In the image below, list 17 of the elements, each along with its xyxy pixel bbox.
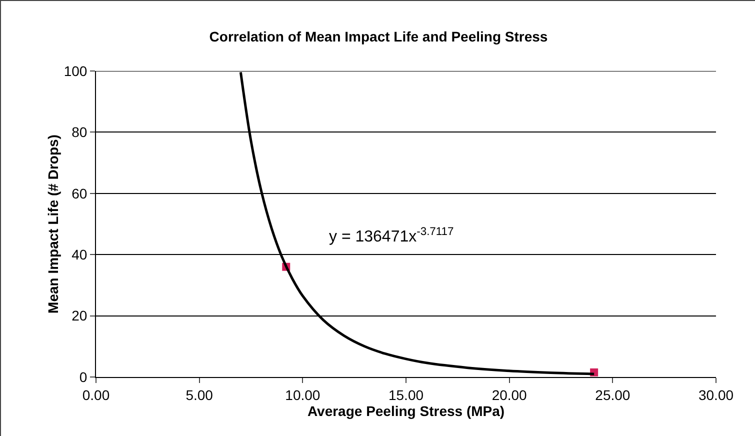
x-tick-label: 5.00 — [186, 386, 214, 403]
y-tick-label: 0 — [79, 368, 88, 385]
x-tick-label: 0.00 — [82, 386, 110, 403]
y-tick-label: 20 — [72, 308, 88, 324]
y-tick-label: 60 — [72, 185, 88, 202]
y-tick-label: 80 — [72, 124, 88, 140]
x-tick-label: 25.00 — [595, 386, 630, 403]
x-tick-label: 10.00 — [285, 386, 320, 403]
y-tick-label: 100 — [64, 62, 88, 79]
x-axis-title: Average Peeling Stress (MPa) — [307, 403, 505, 420]
y-tick-label: 40 — [72, 246, 88, 262]
x-tick-label: 15.00 — [388, 386, 424, 403]
annotation: y = 136471x$^{-3.7117}$ — [329, 226, 454, 246]
x-tick-label: 30.00 — [698, 386, 734, 403]
y-axis-title: Mean Impact Life (# Drops) — [45, 134, 61, 314]
chart-title: Correlation of Mean Impact Life and Peeling Stress — [209, 28, 548, 44]
x-tick-label: 20.00 — [492, 386, 528, 403]
